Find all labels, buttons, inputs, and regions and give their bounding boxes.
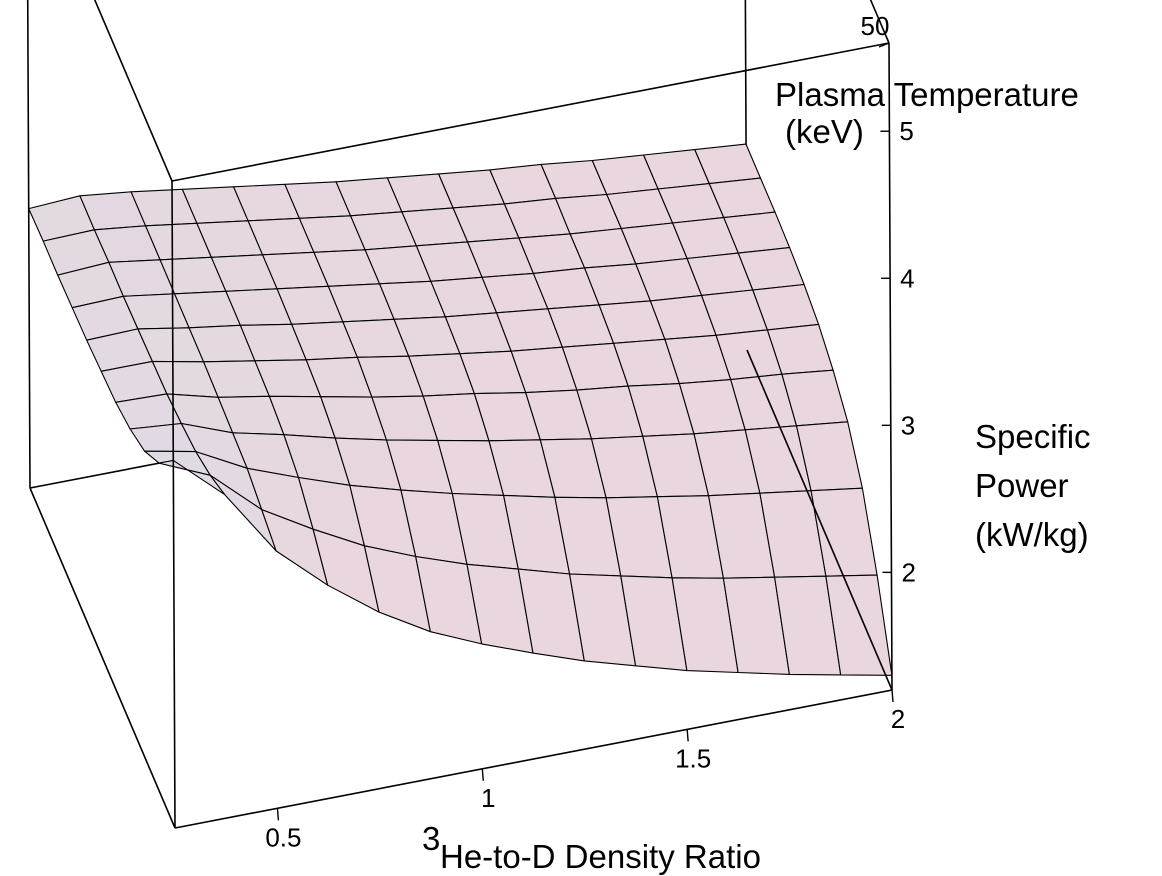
box-edge bbox=[174, 689, 893, 829]
z-tick-label: 2 bbox=[901, 557, 915, 587]
x-tick-label: 1.5 bbox=[675, 743, 711, 773]
y-axis-label-line-2: (keV) bbox=[785, 113, 864, 150]
box-edge bbox=[171, 180, 176, 829]
y-axis-label-line-1: Plasma Temperature bbox=[775, 76, 1079, 113]
bounding-box-front-edges bbox=[171, 0, 893, 829]
x-tick-label: 2 bbox=[891, 704, 905, 734]
box-edge bbox=[746, 349, 893, 691]
z-axis-label-line-1: Specific bbox=[975, 418, 1091, 455]
y-tick-label: 50 bbox=[861, 11, 890, 41]
box-edge bbox=[171, 42, 890, 182]
x-axis-label-superscript: 3 bbox=[422, 820, 440, 857]
x-tick bbox=[276, 808, 280, 821]
z-tick-label: 4 bbox=[900, 263, 914, 293]
x-tick-label: 1 bbox=[481, 783, 495, 813]
box-edge bbox=[888, 42, 893, 691]
z-tick-label: 5 bbox=[899, 116, 913, 146]
surface-mesh bbox=[28, 143, 893, 676]
z-tick-label: 3 bbox=[901, 410, 915, 440]
x-tick bbox=[481, 768, 484, 781]
z-axis-label-line-3: (kW/kg) bbox=[975, 516, 1089, 553]
z-axis-label-line-2: Power bbox=[975, 467, 1069, 504]
box-edge bbox=[93, 0, 173, 182]
y-tick bbox=[878, 42, 890, 48]
x-tick-label: 0.5 bbox=[265, 822, 301, 852]
box-edge bbox=[26, 0, 31, 489]
box-edge bbox=[29, 487, 176, 829]
x-axis-label: He-to-D Density Ratio bbox=[440, 838, 761, 875]
x-tick bbox=[891, 689, 894, 703]
x-tick bbox=[686, 729, 689, 742]
axis-ticks: 0.511.52501001502002345 bbox=[265, 11, 916, 852]
